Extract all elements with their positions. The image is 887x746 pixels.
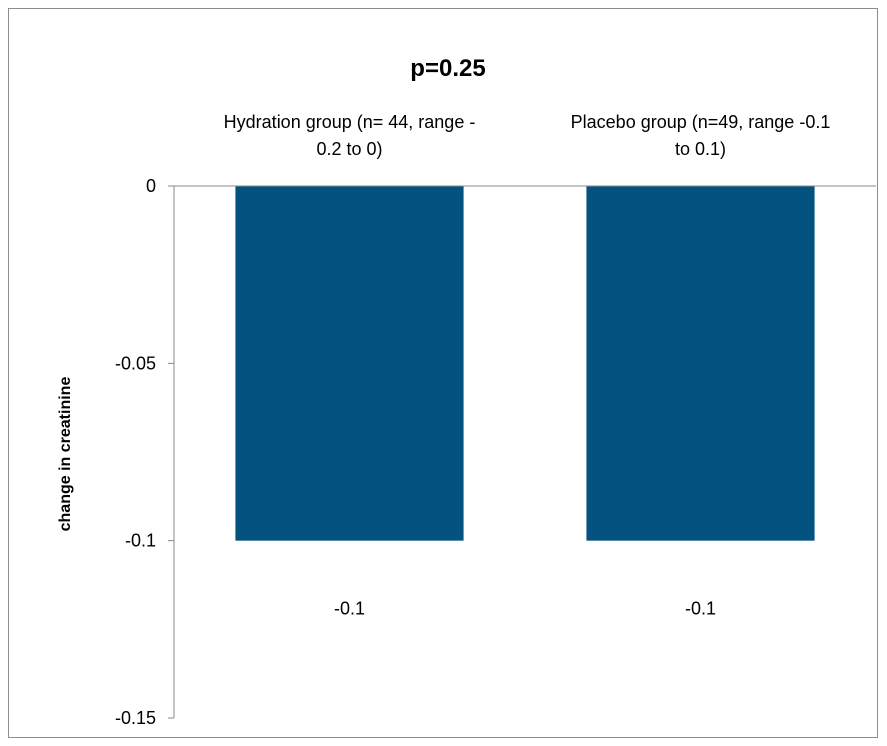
data-labels: -0.1 -0.1 xyxy=(334,599,716,619)
category-label-line: Placebo group (n=49, range -0.1 xyxy=(571,112,831,132)
chart-title: p=0.25 xyxy=(410,55,485,82)
y-tick-label: -0.15 xyxy=(115,708,156,728)
category-label-line: Hydration group (n= 44, range - xyxy=(224,112,476,132)
bars xyxy=(235,186,815,541)
category-label: Placebo group (n=49, range -0.1 to 0.1) xyxy=(571,112,831,159)
category-label-line: to 0.1) xyxy=(675,139,726,159)
bar xyxy=(586,186,815,541)
data-label: -0.1 xyxy=(334,599,365,619)
category-labels: Hydration group (n= 44, range - 0.2 to 0)… xyxy=(224,112,831,159)
data-label: -0.1 xyxy=(685,599,716,619)
bar xyxy=(235,186,464,541)
y-axis: 0 -0.05 -0.1 -0.15 xyxy=(115,176,175,728)
y-axis-label: change in creatinine xyxy=(57,377,74,532)
y-tick-label: -0.05 xyxy=(115,353,156,373)
y-tick-label: 0 xyxy=(146,176,156,196)
category-label: Hydration group (n= 44, range - 0.2 to 0) xyxy=(224,112,476,159)
category-label-line: 0.2 to 0) xyxy=(316,139,382,159)
y-tick-label: -0.1 xyxy=(125,531,156,551)
